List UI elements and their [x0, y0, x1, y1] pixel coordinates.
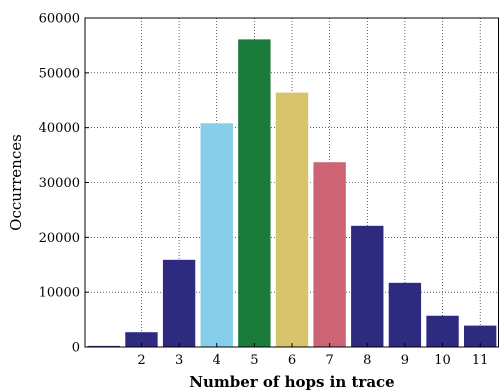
y-tick-label: 50000 [39, 66, 80, 81]
y-ticks: 0 10000 20000 30000 40000 50000 60000 [39, 12, 89, 356]
bars [87, 39, 497, 347]
x-tick-label: 4 [213, 353, 221, 368]
x-tick-label: 10 [434, 353, 451, 368]
x-tick-label: 3 [175, 353, 183, 368]
bar-1 [87, 345, 121, 347]
y-tick-label: 30000 [39, 176, 80, 191]
bar-5 [238, 39, 271, 347]
bar-8 [351, 225, 384, 347]
x-axis-title: Number of hops in trace [189, 373, 394, 391]
y-tick-label: 10000 [39, 286, 80, 301]
bar-9 [388, 282, 422, 347]
x-ticks: 2 3 4 5 6 7 8 9 10 11 [137, 343, 488, 368]
y-tick-label: 40000 [39, 121, 80, 136]
y-tick-label: 20000 [39, 231, 80, 246]
bar-6 [275, 92, 309, 347]
x-tick-label: 9 [401, 353, 409, 368]
y-tick-label: 0 [72, 341, 80, 356]
x-tick-label: 7 [325, 353, 333, 368]
x-tick-label: 5 [250, 353, 258, 368]
x-tick-label: 11 [472, 353, 489, 368]
bar-3 [162, 259, 196, 347]
bar-11 [463, 325, 497, 347]
bar-7 [313, 162, 346, 347]
x-tick-label: 8 [363, 353, 371, 368]
y-axis-title: Occurrences [7, 134, 25, 231]
bar-4 [200, 123, 233, 347]
y-tick-label: 60000 [39, 12, 80, 27]
bar-2 [125, 332, 158, 347]
bar-10 [426, 315, 459, 347]
x-tick-label: 6 [288, 353, 296, 368]
x-tick-label: 2 [137, 353, 145, 368]
